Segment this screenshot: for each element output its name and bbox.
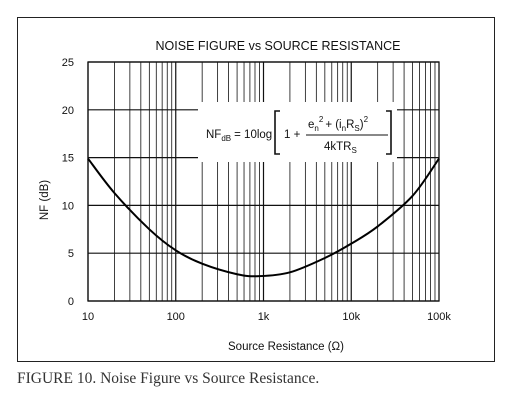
grid xyxy=(87,61,439,302)
right-bracket xyxy=(386,110,392,155)
equation-numerator: en2 + (inRS)2 xyxy=(308,115,369,133)
chart-title: NOISE FIGURE vs SOURCE RESISTANCE xyxy=(156,39,401,53)
x-tick-label: 10 xyxy=(82,311,94,323)
figure-caption: FIGURE 10. Noise Figure vs Source Resist… xyxy=(17,370,320,387)
equation-lhs: NFdB = 10log xyxy=(206,129,272,143)
y-tick-label: 25 xyxy=(62,57,74,69)
noise-figure-chart: NOISE FIGURE vs SOURCE RESISTANCE NFdB = … xyxy=(39,39,452,353)
x-tick-label: 100 xyxy=(167,311,185,323)
equation-annotation: NFdB = 10log 1 + en2 + (inRS)2 4kTRS xyxy=(198,102,397,162)
equation-background xyxy=(198,102,397,162)
y-tick-label: 20 xyxy=(62,105,74,117)
equation-denominator: 4kTRS xyxy=(324,141,357,155)
y-tick-label: 15 xyxy=(62,153,74,165)
left-bracket xyxy=(274,110,280,155)
equation-one-plus: 1 + xyxy=(284,129,301,141)
y-tick-label: 10 xyxy=(62,200,74,212)
chart-frame: NOISE FIGURE vs SOURCE RESISTANCE NFdB = … xyxy=(17,17,495,362)
x-axis-label: Source Resistance (Ω) xyxy=(228,341,344,353)
y-tick-label: 0 xyxy=(68,296,74,308)
y-tick-labels: 0 5 10 15 20 25 xyxy=(62,57,74,308)
noise-figure-curve xyxy=(87,157,440,278)
x-tick-label: 10k xyxy=(342,311,360,323)
x-tick-label: 1k xyxy=(258,311,270,323)
x-tick-label: 100k xyxy=(427,311,451,323)
x-tick-labels: 10 100 1k 10k 100k xyxy=(82,311,452,323)
y-tick-label: 5 xyxy=(68,248,74,260)
y-axis-label: NF (dB) xyxy=(39,180,51,220)
plot-area xyxy=(87,61,440,302)
